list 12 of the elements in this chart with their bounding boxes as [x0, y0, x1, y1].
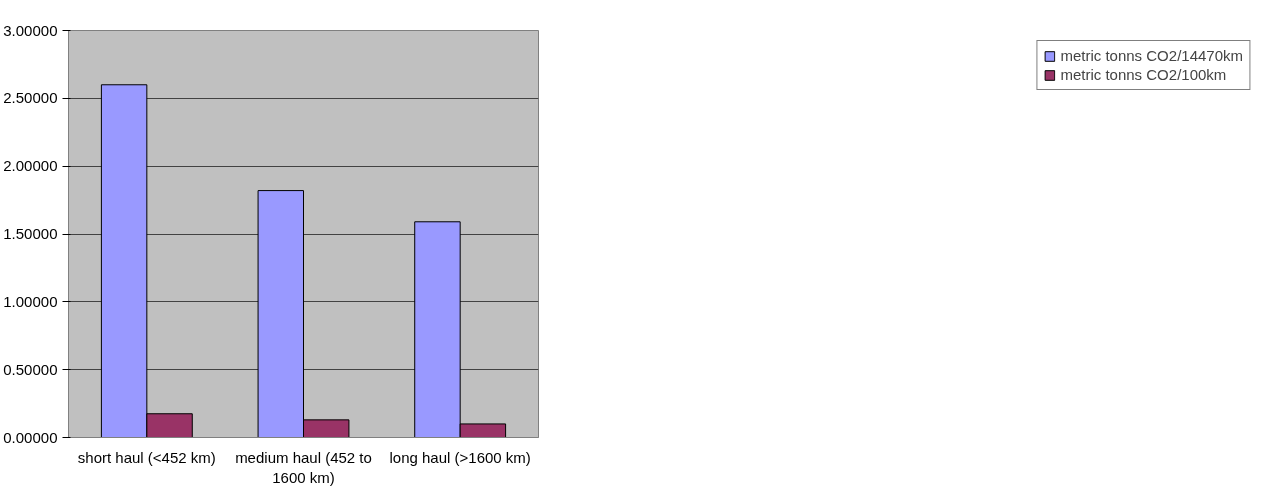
- x-tick-label: short haul (<452 km): [77, 448, 216, 466]
- y-tick-label: 2.00000: [3, 157, 58, 175]
- y-tick-label: 0.00000: [3, 428, 58, 446]
- x-tick-label: long haul (>1600 km): [389, 448, 531, 466]
- y-tick-label: 2.50000: [3, 89, 58, 107]
- y-tick-label: 3.00000: [3, 21, 58, 39]
- x-tick-label: medium haul (452 to 1600 km): [235, 448, 372, 486]
- y-tick-label: 1.50000: [3, 225, 58, 242]
- legend-label: metric tonns CO2/100km: [1060, 66, 1227, 83]
- y-tick-label: 1.00000: [3, 292, 58, 310]
- y-tick-label: 0.50000: [3, 360, 58, 378]
- legend-label: metric tonns CO2/14470km: [1060, 47, 1243, 64]
